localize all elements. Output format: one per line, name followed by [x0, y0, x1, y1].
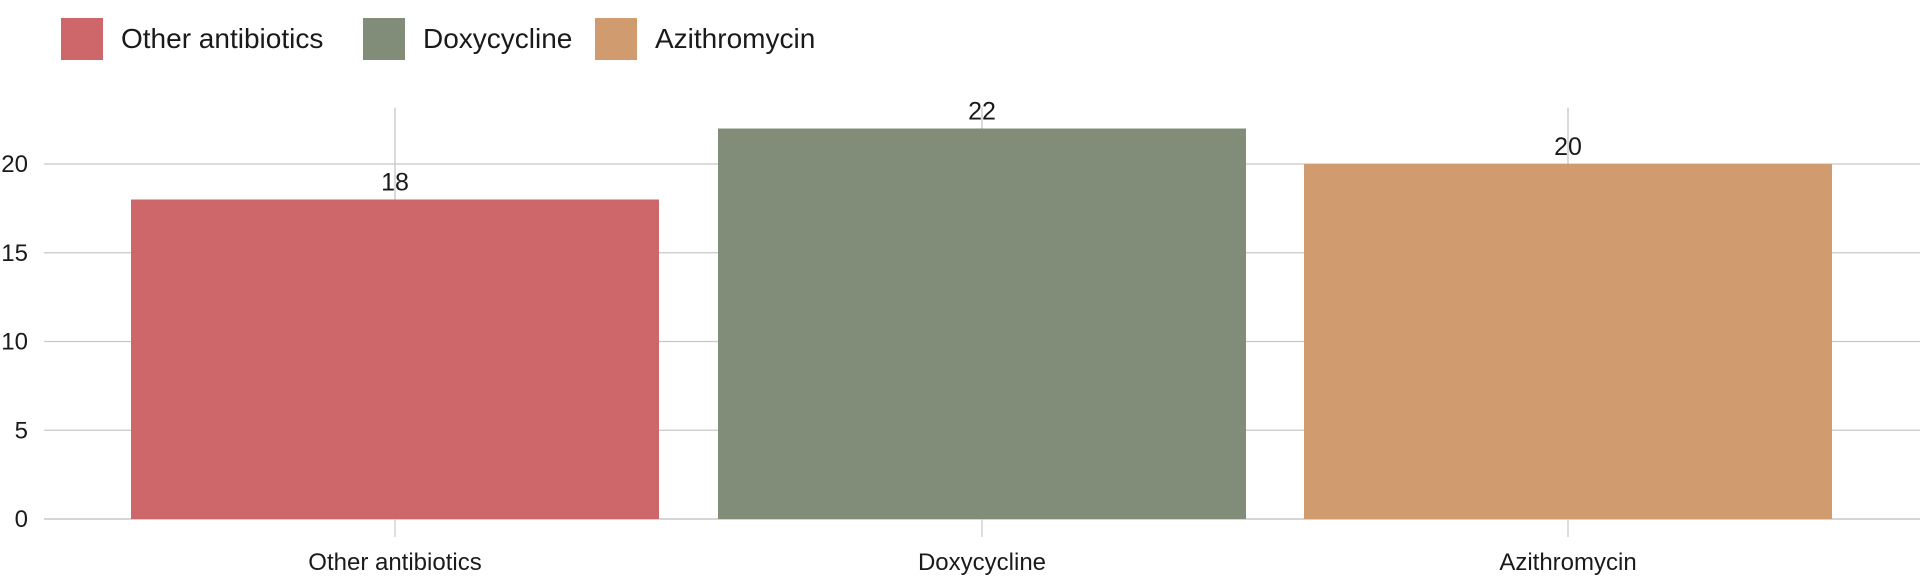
y-tick-label-0: 0 [15, 506, 28, 533]
legend: Other antibiotics Doxycycline Azithromycin [61, 18, 815, 60]
bar-doxycycline [718, 128, 1246, 519]
y-tick-label-20: 20 [1, 151, 28, 178]
bar-other-antibiotics [131, 199, 659, 519]
legend-swatch-0 [61, 18, 103, 60]
bars [131, 128, 1832, 519]
legend-swatch-2 [595, 18, 637, 60]
x-tick-label-0: Other antibiotics [308, 549, 481, 576]
y-tick-label-15: 15 [1, 240, 28, 267]
x-tick-label-1: Doxycycline [918, 549, 1046, 576]
data-labels: 18 22 20 [381, 98, 1582, 197]
y-axis-ticks: 0 5 10 15 20 [1, 151, 28, 533]
x-tick-label-2: Azithromycin [1499, 549, 1636, 576]
data-label-2: 20 [1554, 133, 1582, 161]
y-tick-label-10: 10 [1, 329, 28, 356]
data-label-1: 22 [968, 98, 996, 126]
legend-label-1: Doxycycline [423, 23, 572, 54]
y-tick-label-5: 5 [15, 417, 28, 444]
legend-label-2: Azithromycin [655, 23, 815, 54]
data-label-0: 18 [381, 169, 409, 197]
bar-azithromycin [1304, 164, 1832, 519]
legend-label-0: Other antibiotics [121, 23, 323, 54]
legend-swatch-1 [363, 18, 405, 60]
x-axis-ticks: Other antibiotics Doxycycline Azithromycin [308, 549, 1636, 576]
